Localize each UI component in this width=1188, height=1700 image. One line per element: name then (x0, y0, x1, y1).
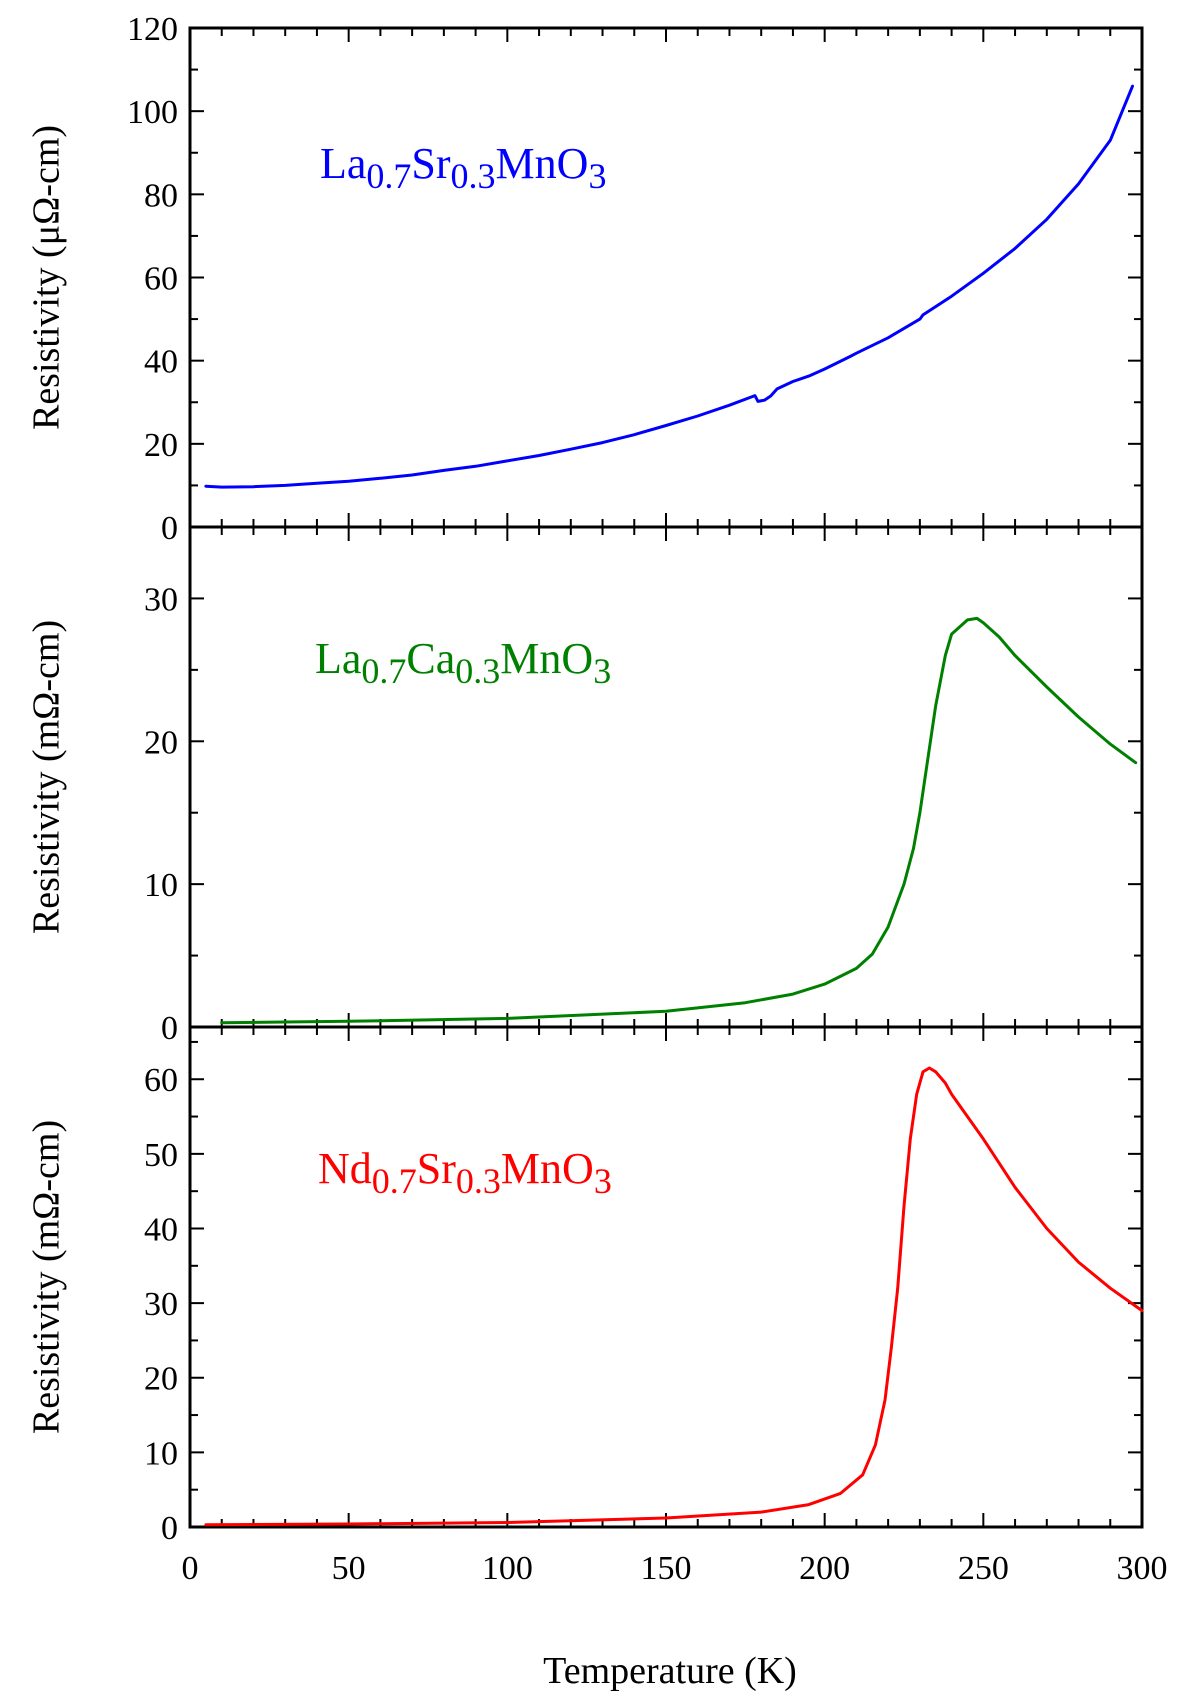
series-label-subscript: 3 (588, 156, 606, 196)
series-label-subscript: 0.3 (456, 1161, 501, 1201)
panel-3: 0 10 20 30 40 50 60 0 50 100 150 200 250 300 Resistivi… (26, 1025, 1168, 1587)
series-label-text: MnO (501, 1144, 594, 1193)
series-label-text: Sr (411, 139, 450, 188)
y-tick-label: 30 (144, 581, 178, 618)
series-label-text: MnO (496, 139, 589, 188)
y-tick-label: 10 (144, 1435, 178, 1472)
series-label-subscript: 0.3 (451, 156, 496, 196)
x-axis-title: Temperature (K) (543, 1650, 797, 1692)
y-tick-label: 80 (144, 177, 178, 214)
series-line (204, 84, 1134, 489)
plot-frame (188, 1025, 1144, 1529)
y-tick-label: 40 (144, 344, 178, 381)
y-tick-label: 0 (161, 1510, 178, 1547)
series-line (204, 1066, 1144, 1527)
y-tick-label: 20 (144, 427, 178, 464)
plot-frame (188, 525, 1144, 1029)
y-tick-label: 100 (127, 94, 178, 131)
y-tick-label: 120 (127, 11, 178, 48)
series-label-text: Ca (406, 634, 455, 683)
y-axis-title: Resistivity (mΩ-cm) (26, 1120, 68, 1434)
y-tick-label: 60 (144, 1062, 178, 1099)
x-tick-label: 250 (958, 1550, 1009, 1587)
x-tick-label: 100 (482, 1550, 533, 1587)
panel-2: 0 10 20 30 Resistivity (mΩ-cm) La0.7Ca0.3MnO3 (26, 525, 1144, 1047)
series-label-subscript: 3 (594, 1161, 612, 1201)
x-tick-label: 0 (182, 1550, 199, 1587)
y-tick-label: 20 (144, 1361, 178, 1398)
plot-frame (188, 26, 1144, 529)
series-label-text: MnO (500, 634, 593, 683)
series-line (220, 616, 1138, 1025)
y-tick-label: 0 (161, 510, 178, 547)
y-tick-label: 40 (144, 1211, 178, 1248)
series-label-text: Sr (417, 1144, 456, 1193)
series-label-subscript: 0.7 (372, 1161, 417, 1201)
y-tick-label: 20 (144, 724, 178, 761)
y-tick-label: 0 (161, 1010, 178, 1047)
y-axis-title: Resistivity (mΩ-cm) (26, 620, 68, 934)
series-label-subscript: 3 (593, 651, 611, 691)
series-label-subscript: 0.3 (455, 651, 500, 691)
y-tick-label: 60 (144, 261, 178, 298)
series-label-text: Nd (318, 1144, 372, 1193)
series-label-text: La (315, 634, 361, 683)
x-tick-label: 50 (332, 1550, 366, 1587)
y-tick-label: 50 (144, 1137, 178, 1174)
series-label: La0.7Ca0.3MnO3 (315, 634, 611, 691)
x-tick-label: 200 (799, 1550, 850, 1587)
x-tick-label: 300 (1117, 1550, 1168, 1587)
y-axis-title: Resistivity (μΩ-cm) (26, 125, 68, 430)
x-tick-label: 150 (641, 1550, 692, 1587)
series-label: Nd0.7Sr0.3MnO3 (318, 1144, 612, 1201)
series-label: La0.7Sr0.3MnO3 (320, 139, 606, 196)
series-label-text: La (320, 139, 366, 188)
panel-1: 0 20 40 60 80 100 120 Resistivity (μΩ-cm) La0.7S… (26, 11, 1144, 547)
series-label-subscript: 0.7 (361, 651, 406, 691)
series-label-subscript: 0.7 (366, 156, 411, 196)
y-tick-label: 30 (144, 1286, 178, 1323)
y-tick-label: 10 (144, 867, 178, 904)
